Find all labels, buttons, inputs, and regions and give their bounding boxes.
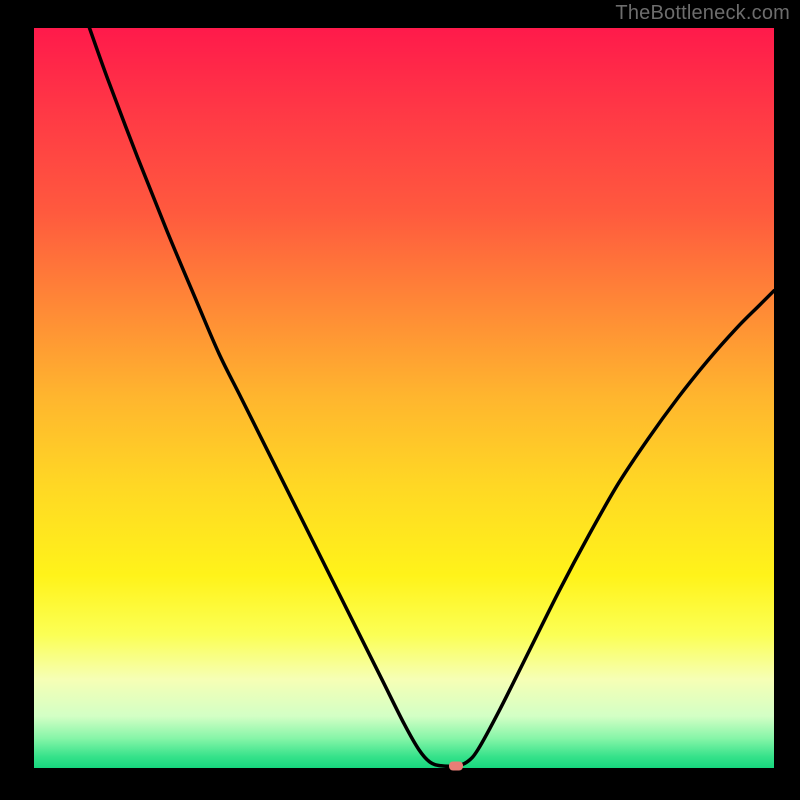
watermark-text: TheBottleneck.com	[615, 2, 790, 25]
plot-svg	[34, 28, 774, 768]
gradient-background	[34, 28, 774, 768]
plot-area	[34, 28, 774, 768]
chart-frame: TheBottleneck.com	[0, 0, 800, 800]
optimal-point-marker	[449, 761, 463, 770]
